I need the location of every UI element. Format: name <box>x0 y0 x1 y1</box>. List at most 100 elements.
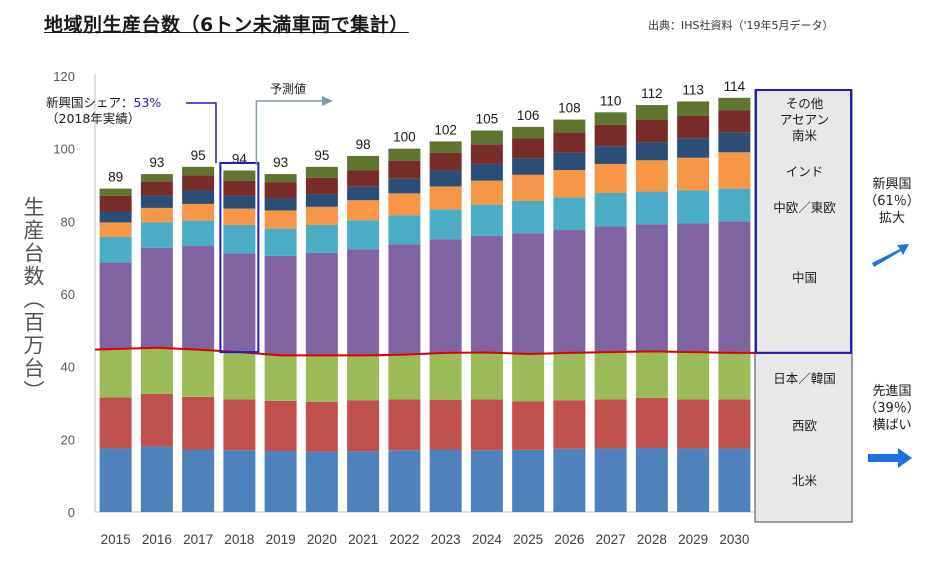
bar-2029-series-5 <box>677 157 710 191</box>
forecast-arrow-head <box>322 96 333 106</box>
y-tick-label-20: 20 <box>61 432 75 447</box>
bar-2017-series-6 <box>182 190 215 204</box>
bar-2020-series-4 <box>305 224 338 253</box>
total-label-2025: 106 <box>517 108 540 123</box>
region-japan-korea: 日本／韓国 <box>773 371 836 386</box>
emerging-share-annotation: 新興国シェア：53% （2018年実績） <box>46 95 161 127</box>
total-label-2028: 112 <box>641 86 663 101</box>
bar-2017-series-8 <box>182 166 215 176</box>
x-tick-label-2018: 2018 <box>224 532 254 547</box>
bar-2024-series-1 <box>470 399 503 451</box>
bar-2020-series-6 <box>305 194 338 207</box>
bar-2025-series-7 <box>512 138 545 159</box>
bar-2020-series-7 <box>305 177 338 195</box>
bar-2026-series-1 <box>553 400 586 449</box>
total-label-2015: 89 <box>108 170 123 185</box>
bar-2029-series-6 <box>677 138 710 158</box>
developed-note-share: （39％） <box>864 401 920 416</box>
total-label-2017: 95 <box>191 148 206 163</box>
bar-2023-series-2 <box>429 352 462 400</box>
bar-2017-series-2 <box>182 349 215 397</box>
bar-2028-series-3 <box>635 224 668 352</box>
bar-2015-series-6 <box>99 211 132 223</box>
bar-2016-series-8 <box>140 174 173 182</box>
bar-2025-series-3 <box>512 233 545 354</box>
total-label-2024: 105 <box>476 112 499 127</box>
bar-2015-series-8 <box>99 188 132 196</box>
bar-2029-series-1 <box>677 399 710 449</box>
bar-2026-series-6 <box>553 152 586 171</box>
emerging-note-trend: 拡大 <box>878 211 905 226</box>
bar-2022-series-8 <box>388 148 421 161</box>
x-tick-label-2015: 2015 <box>101 532 131 547</box>
bar-2018-series-1 <box>223 399 256 451</box>
bar-2018-series-7 <box>223 180 256 196</box>
bar-2025-series-6 <box>512 158 545 175</box>
bar-2029-series-3 <box>677 223 710 353</box>
bar-2027-series-3 <box>594 226 627 353</box>
bar-2017-series-7 <box>182 175 215 191</box>
bar-2019-series-4 <box>264 228 297 256</box>
bar-2015-series-0 <box>99 448 132 512</box>
bar-2024-series-2 <box>470 352 503 400</box>
x-tick-label-2028: 2028 <box>637 532 667 547</box>
bar-2026-series-8 <box>553 119 586 133</box>
bar-2029-series-7 <box>677 115 710 139</box>
bar-2021-series-5 <box>347 200 380 221</box>
bar-2018-series-6 <box>223 195 256 209</box>
x-tick-label-2016: 2016 <box>142 532 172 547</box>
bar-2024-series-7 <box>470 144 503 164</box>
bar-2028-series-7 <box>635 119 668 143</box>
total-label-2027: 110 <box>600 93 622 108</box>
bar-2030-series-2 <box>718 352 751 400</box>
bar-2021-series-6 <box>347 186 380 201</box>
bar-2023-series-1 <box>429 399 462 450</box>
bar-2030-series-8 <box>718 97 751 111</box>
bar-2028-series-6 <box>635 142 668 161</box>
bar-2018-series-0 <box>223 450 256 512</box>
bar-2025-series-5 <box>512 174 545 201</box>
bar-2017-series-0 <box>182 449 215 512</box>
bar-2023-series-8 <box>429 141 462 153</box>
total-label-2016: 93 <box>149 155 164 170</box>
bar-2018-series-2 <box>223 352 256 400</box>
bar-2022-series-0 <box>388 450 421 512</box>
bar-2024-series-6 <box>470 163 503 181</box>
bar-2019-series-5 <box>264 210 297 229</box>
bar-2016-series-3 <box>140 247 173 348</box>
total-label-2026: 108 <box>558 101 581 116</box>
region-south-america: 南米 <box>791 128 817 143</box>
bar-2029-series-8 <box>677 101 710 116</box>
region-india: インド <box>785 164 824 179</box>
bar-2020-series-1 <box>305 401 338 452</box>
x-tick-label-2022: 2022 <box>389 532 419 547</box>
bar-2018-series-4 <box>223 224 256 254</box>
y-tick-label-60: 60 <box>61 287 75 302</box>
bar-2019-series-7 <box>264 182 297 199</box>
bar-2018-series-8 <box>223 170 256 181</box>
total-label-2029: 113 <box>682 82 704 97</box>
region-central-eastern-europe: 中欧／東欧 <box>773 200 836 215</box>
bar-2025-series-0 <box>512 449 545 512</box>
bar-2027-series-0 <box>594 448 627 512</box>
x-tick-label-2026: 2026 <box>554 532 584 547</box>
bar-2029-series-2 <box>677 352 710 400</box>
bar-2025-series-1 <box>512 401 545 450</box>
bar-2022-series-2 <box>388 354 421 400</box>
bar-2027-series-7 <box>594 124 627 147</box>
total-label-2018: 94 <box>232 151 248 166</box>
bar-2025-series-8 <box>512 126 545 139</box>
bar-2026-series-7 <box>553 132 586 153</box>
bar-2027-series-8 <box>594 112 627 125</box>
bar-2023-series-6 <box>429 170 462 187</box>
x-tick-label-2019: 2019 <box>266 532 296 547</box>
bar-2026-series-0 <box>553 448 586 512</box>
total-label-2020: 95 <box>314 148 329 163</box>
developed-note: 先進国 （39％） 横ばい <box>857 383 927 434</box>
bar-2028-series-8 <box>635 105 668 120</box>
bar-2015-series-7 <box>99 195 132 212</box>
bar-2019-series-6 <box>264 198 297 211</box>
y-tick-label-40: 40 <box>61 360 75 375</box>
bar-2025-series-4 <box>512 200 545 234</box>
